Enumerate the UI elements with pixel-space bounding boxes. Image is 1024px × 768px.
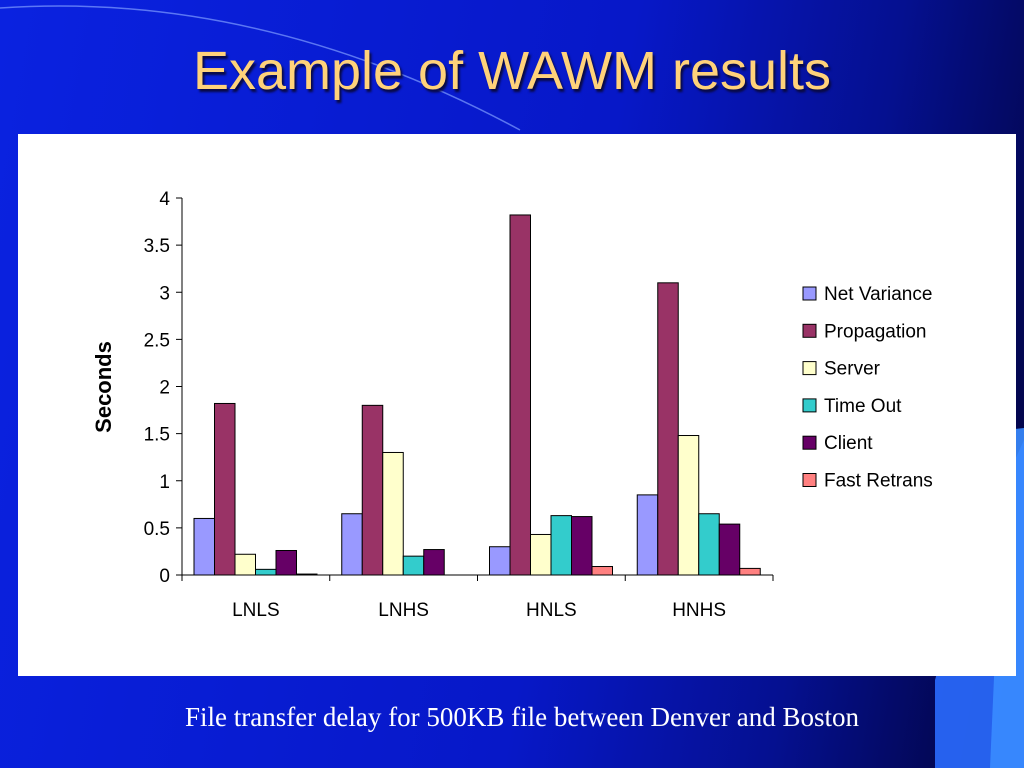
- bar: [739, 567, 761, 576]
- bar: [657, 282, 679, 576]
- legend-swatch: [802, 361, 817, 376]
- y-tick-label: 0: [159, 566, 170, 587]
- bar: [382, 451, 404, 576]
- y-tick-label: 3: [159, 283, 170, 304]
- y-tick-label: 1: [159, 472, 170, 493]
- y-tick-label: 0.5: [144, 519, 170, 540]
- x-category-label: HNHS: [672, 600, 726, 621]
- x-category-label: HNLS: [526, 600, 577, 621]
- legend-swatch: [802, 323, 817, 338]
- legend-label: Time Out: [824, 396, 902, 417]
- legend-swatch: [802, 398, 817, 413]
- legend-swatch: [802, 435, 817, 450]
- y-tick-label: 4: [159, 189, 170, 210]
- y-tick-label: 2.5: [144, 330, 170, 351]
- y-tick-label: 2: [159, 378, 170, 399]
- bar: [255, 568, 277, 576]
- legend-label: Propagation: [824, 321, 926, 342]
- bar: [489, 546, 511, 576]
- bar: [698, 513, 720, 576]
- bar: [296, 573, 318, 576]
- bar: [550, 515, 572, 576]
- bar: [591, 566, 613, 576]
- bar: [677, 435, 700, 576]
- bar: [214, 402, 236, 576]
- bar: [571, 516, 593, 576]
- chart-panel: 0 0.5 1 1.5 2 2.5 3 3.5 4 LNLS LNHS HNLS HNHS Seconds…: [18, 134, 1016, 676]
- slide-title: Example of WAWM results: [192, 41, 832, 101]
- slide-caption: File transfer delay for 500KB file betwe…: [184, 702, 860, 732]
- bar: [193, 517, 215, 576]
- bar: [275, 549, 297, 576]
- bar: [636, 494, 659, 576]
- y-tick-label: 1.5: [144, 425, 170, 446]
- bar: [402, 555, 425, 576]
- y-axis-title: Seconds: [91, 341, 116, 433]
- legend-swatch: [802, 286, 817, 301]
- legend-label: Fast Retrans: [824, 471, 933, 492]
- bar: [423, 549, 445, 576]
- legend-label: Client: [824, 433, 873, 454]
- bar: [341, 513, 363, 576]
- bar-chart: 0 0.5 1 1.5 2 2.5 3 3.5 4 LNLS LNHS HNLS HNHS Seconds…: [91, 189, 933, 621]
- bar: [718, 523, 741, 576]
- y-tick-label: 3.5: [144, 236, 170, 257]
- x-category-label: LNLS: [232, 600, 280, 621]
- bar: [509, 214, 531, 576]
- legend-label: Server: [824, 359, 881, 380]
- legend-label: Net Variance: [824, 284, 932, 305]
- bar: [361, 404, 384, 576]
- legend-swatch: [802, 473, 817, 487]
- bar: [234, 553, 256, 576]
- x-category-label: LNHS: [378, 600, 429, 621]
- bar: [530, 533, 552, 576]
